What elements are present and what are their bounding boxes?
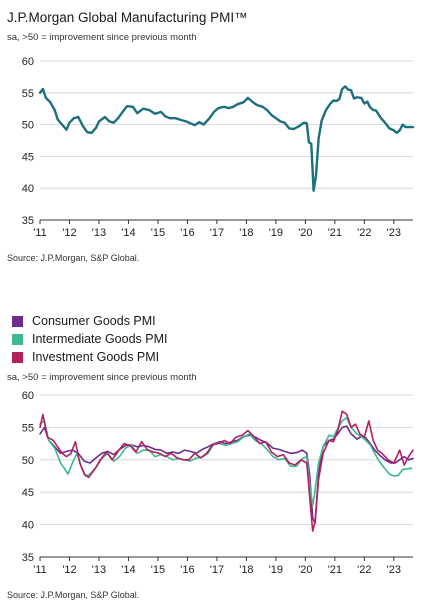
legend-item-consumer-goods: Consumer Goods PMI [12, 312, 167, 330]
x-tick-label: '18 [239, 564, 253, 576]
x-tick-label: '22 [357, 227, 371, 239]
legend-swatch-investment-goods [12, 351, 23, 363]
y-tick-label: 60 [22, 390, 34, 402]
x-tick-label: '20 [298, 227, 312, 239]
legend-label-intermediate-goods: Intermediate Goods PMI [32, 332, 168, 346]
x-axis: '11 '12 '13 '14 '15 '16 '17 '18 '19 '20 '21 '22 '23 [33, 220, 401, 239]
x-tick-label: '18 [239, 227, 253, 239]
x-tick-label: '11 [33, 227, 47, 239]
x-tick-label: '15 [151, 564, 165, 576]
chart-subtitle: sa, >50 = improvement since previous mon… [7, 372, 197, 383]
y-tick-label: 55 [22, 422, 34, 434]
y-tick-label: 45 [22, 487, 34, 499]
x-tick-label: '14 [121, 564, 135, 576]
manufacturing-pmi-chart: 35 40 45 50 55 60 '11 '12 '13 '14 '15 '16 '17 '18 '19… [22, 56, 415, 239]
x-tick-label: '22 [357, 564, 371, 576]
x-tick-label: '21 [328, 227, 342, 239]
y-tick-label: 50 [22, 455, 34, 467]
x-tick-label: '17 [210, 227, 224, 239]
x-tick-label: '12 [62, 564, 76, 576]
chart-title: J.P.Morgan Global Manufacturing PMI™ [7, 10, 248, 25]
y-axis: 35 40 45 50 55 60 [22, 390, 34, 564]
x-tick-label: '15 [151, 227, 165, 239]
chart-grid [40, 394, 413, 558]
legend-swatch-intermediate-goods [12, 333, 23, 345]
x-tick-label: '17 [210, 564, 224, 576]
chart-grid [40, 60, 413, 221]
x-tick-label: '12 [62, 227, 76, 239]
y-tick-label: 45 [22, 151, 34, 163]
series-line-series-0 [38, 85, 415, 192]
legend-label-investment-goods: Investment Goods PMI [32, 350, 160, 364]
y-tick-label: 40 [22, 520, 34, 532]
x-tick-label: '16 [180, 564, 194, 576]
x-tick-label: '16 [180, 227, 194, 239]
goods-pmi-chart: 35 40 45 50 55 60 '11 '12 '13 '14 '15 '16 '17 '18 '19… [22, 390, 414, 576]
chart-subtitle: sa, >50 = improvement since previous mon… [7, 32, 197, 43]
chart-source: Source: J.P.Morgan, S&P Global. [7, 253, 140, 263]
y-tick-label: 35 [22, 215, 34, 227]
y-axis: 35 40 45 50 55 60 [22, 56, 34, 227]
x-tick-label: '11 [33, 564, 47, 576]
x-tick-label: '13 [92, 227, 106, 239]
chart-plot [38, 85, 415, 192]
legend-item-intermediate-goods: Intermediate Goods PMI [12, 330, 167, 348]
series-line-consumer-goods-pmi [39, 425, 414, 525]
legend-label-consumer-goods: Consumer Goods PMI [32, 314, 156, 328]
chart-legend: Consumer Goods PMI Intermediate Goods PM… [12, 312, 167, 366]
y-tick-label: 60 [22, 56, 34, 68]
x-tick-label: '23 [387, 564, 401, 576]
x-tick-label: '13 [92, 564, 106, 576]
x-tick-label: '21 [328, 564, 342, 576]
x-tick-label: '14 [121, 227, 135, 239]
y-tick-label: 55 [22, 88, 34, 100]
x-tick-label: '23 [387, 227, 401, 239]
series-line-investment-goods-pmi [39, 410, 414, 532]
y-tick-label: 40 [22, 183, 34, 195]
x-tick-label: '20 [298, 564, 312, 576]
chart-plot [39, 410, 414, 532]
x-tick-label: '19 [269, 227, 283, 239]
x-axis: '11 '12 '13 '14 '15 '16 '17 '18 '19 '20 '21 '22 '23 [33, 557, 401, 576]
y-tick-label: 35 [22, 552, 34, 564]
legend-item-investment-goods: Investment Goods PMI [12, 348, 167, 366]
x-tick-label: '19 [269, 564, 283, 576]
legend-swatch-consumer-goods [12, 315, 23, 327]
y-tick-label: 50 [22, 120, 34, 132]
chart-source: Source: J.P.Morgan, S&P Global. [7, 590, 140, 600]
